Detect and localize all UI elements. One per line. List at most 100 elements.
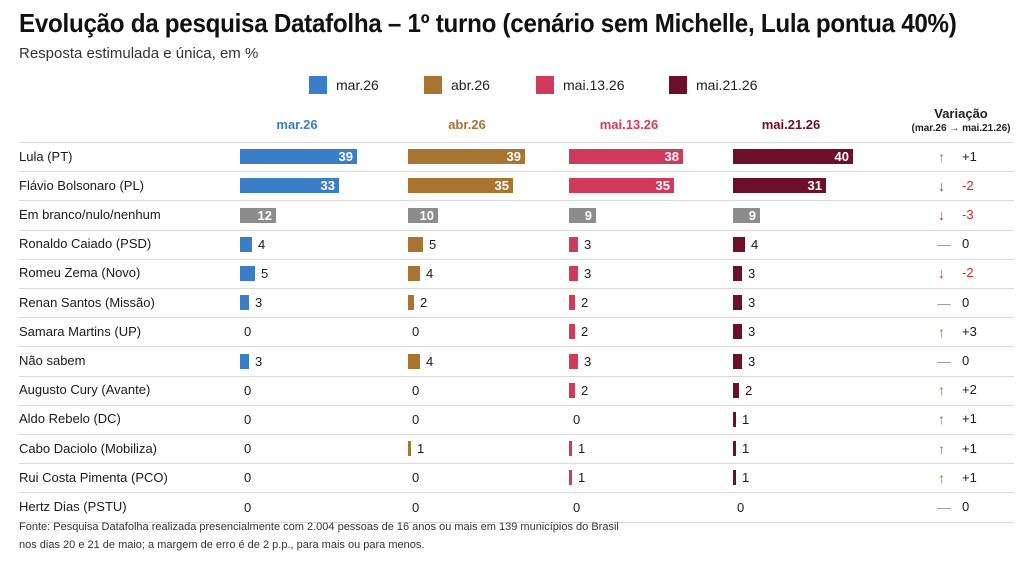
column-header: mai.21.26 [761,117,821,132]
bar [408,441,411,457]
row-divider [19,229,1014,231]
bar [733,382,739,398]
variation-value: +1 [962,411,977,427]
bar [569,353,578,369]
row-divider [19,200,1014,202]
bar-value-label: 4 [426,353,434,369]
bar-value-label: 2 [581,382,589,398]
row-divider [19,492,1014,494]
bar-value-label: 0 [573,411,581,427]
bar [569,207,596,223]
row-label: Hertz Dias (PSTU) [19,499,127,514]
bar-value-label: 2 [745,382,753,398]
bar-value-label: 0 [737,499,745,515]
bar-value-label: 3 [748,295,756,311]
row-divider [19,463,1014,465]
bar-value-label: 1 [742,441,750,457]
bar-value-label: 0 [244,470,252,486]
bar [569,324,575,340]
bar [569,382,575,398]
row-label: Renan Santos (Missão) [19,294,155,310]
variation-value: 0 [962,236,970,252]
variation-value: +2 [962,382,977,398]
bar [569,178,674,194]
bar [733,353,742,369]
dash-icon: — [937,499,951,515]
column-header: abr.26 [448,117,486,132]
bar [408,295,414,311]
variation-value: -3 [962,207,974,222]
bar-value-label: 4 [426,265,434,281]
bar-value-label: 39 [338,149,353,165]
bar [240,178,339,194]
bar-value-label: 0 [412,470,420,486]
arrow-up-icon: ↑ [938,469,945,486]
row-label: Rui Costa Pimenta (PCO) [19,469,168,485]
bar [408,149,525,165]
row-divider [19,258,1014,260]
bar [569,441,572,457]
bar-value-label: 35 [494,178,509,194]
bar-value-label: 39 [506,149,521,165]
legend-item: mai.13.26 [536,75,624,95]
bar-value-label: 3 [584,265,592,281]
chart-legend: mar.26 abr.26 mai.13.26 mai.21.26 [0,75,1024,95]
variation-value: 0 [962,294,970,310]
arrow-up-icon: ↑ [938,440,945,457]
bar-value-label: 2 [581,324,589,340]
bar [240,207,276,223]
bar-value-label: 3 [748,324,756,340]
bar [240,236,252,252]
bar-value-label: 10 [419,207,434,223]
row-divider [19,317,1014,319]
bar [408,207,438,223]
legend-label: mai.21.26 [696,77,758,93]
legend-label: mar.26 [336,77,379,93]
bar-value-label: 0 [244,382,252,398]
arrow-up-icon: ↑ [938,411,945,428]
bar-value-label: 40 [834,149,849,165]
bar-value-label: 2 [581,295,589,311]
bar [733,324,742,340]
variation-value: +1 [962,440,977,456]
dash-icon: — [937,353,951,369]
bar-value-label: 0 [244,411,252,427]
bar-value-label: 3 [584,236,592,252]
bar-value-label: 3 [584,353,592,369]
row-divider [19,142,1014,143]
bar-value-label: 3 [748,353,756,369]
bar-value-label: 0 [412,382,420,398]
bar [733,149,853,165]
bar [240,353,249,369]
bar-value-label: 0 [573,499,581,515]
row-label: Ronaldo Caiado (PSD) [19,236,152,252]
bar-value-label: 12 [257,207,272,223]
source-line-1: Fonte: Pesquisa Datafolha realizada pres… [19,521,619,533]
row-label: Augusto Cury (Avante) [19,382,151,398]
bar-value-label: 9 [584,207,592,223]
bar [408,265,420,281]
bar-value-label: 0 [412,499,420,515]
variation-value: 0 [962,499,970,514]
bar-value-label: 38 [664,149,679,165]
bar-value-label: 0 [412,411,420,427]
variation-value: 0 [962,353,970,368]
bar [569,236,578,252]
row-label: Cabo Daciolo (Mobiliza) [19,440,157,456]
column-header: mai.13.26 [599,117,659,132]
source-note: Fonte: Pesquisa Datafolha realizada pres… [19,518,619,554]
bar-value-label: 0 [412,324,420,340]
chart-subtitle: Resposta estimulada e única, em % [19,45,259,62]
bar [569,470,572,486]
bar [408,236,423,252]
row-divider [19,375,1014,377]
bar-value-label: 3 [748,265,756,281]
row-divider [19,288,1014,289]
bar-value-label: 1 [417,441,425,457]
legend-swatch [424,76,442,94]
row-divider [19,521,1014,523]
bar-value-label: 1 [578,441,586,457]
bar [569,149,683,165]
chart-title: Evolução da pesquisa Datafolha – 1º turn… [19,8,957,38]
bar-value-label: 3 [255,353,263,369]
